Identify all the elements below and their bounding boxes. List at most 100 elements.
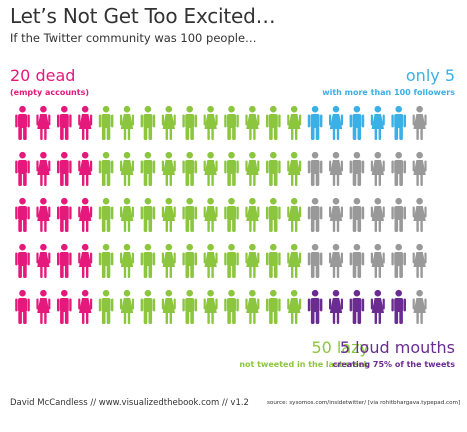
person-icon-lazy	[203, 151, 218, 186]
person-icon-dead	[15, 151, 30, 186]
source-text: source: sysomos.com/insidetwitter/ [via …	[267, 400, 461, 406]
person-icon-lazy	[182, 289, 197, 324]
person-icon-other	[391, 151, 406, 186]
person-icon-lazy	[287, 151, 302, 186]
person-icon-dead	[57, 151, 72, 186]
person-icon-dead	[15, 243, 30, 278]
person-icon-lazy	[287, 197, 302, 232]
person-icon-other	[412, 197, 427, 232]
person-icon-dead	[78, 289, 93, 324]
person-icon-loud	[349, 289, 365, 324]
person-icon-lazy	[224, 243, 239, 278]
person-icon-other	[329, 151, 343, 186]
chart-subtitle: If the Twitter community was 100 people…	[10, 31, 257, 45]
label-loud-sub: creating 75% of the tweets	[332, 360, 455, 369]
person-icon-lazy	[245, 243, 260, 278]
person-icon-lazy	[266, 289, 281, 324]
person-icon-followers	[370, 105, 385, 140]
person-icon-dead	[78, 105, 93, 140]
person-icon-lazy	[182, 243, 197, 278]
person-icon-other	[307, 151, 323, 186]
person-icon-lazy	[266, 151, 281, 186]
person-icon-dead	[78, 243, 93, 278]
person-icon-dead	[15, 105, 30, 140]
person-icon-other	[349, 243, 365, 278]
label-lazy: 50 lazy	[311, 338, 369, 357]
label-dead-sub: (empty accounts)	[10, 88, 89, 97]
person-icon-other	[329, 243, 343, 278]
person-icon-dead	[15, 289, 30, 324]
credit-text: David McCandless // www.visualizedtheboo…	[10, 398, 249, 408]
person-icon-dead	[36, 105, 51, 140]
person-icon-lazy	[98, 289, 114, 324]
person-icon-lazy	[140, 105, 156, 140]
person-icon-dead	[57, 105, 72, 140]
person-icon-lazy	[245, 289, 260, 324]
person-icon-dead	[36, 289, 51, 324]
person-icon-dead	[57, 197, 72, 232]
person-icon-lazy	[203, 289, 218, 324]
person-icon-other	[349, 151, 365, 186]
person-icon-other	[349, 197, 365, 232]
label-dead: 20 dead	[10, 66, 76, 85]
person-icon-lazy	[266, 243, 281, 278]
person-icon-dead	[15, 197, 30, 232]
label-followers: only 5	[405, 66, 455, 85]
person-icon-lazy	[203, 105, 218, 140]
person-icon-lazy	[266, 197, 281, 232]
person-icon-followers	[349, 105, 365, 140]
person-icon-other	[370, 243, 385, 278]
person-icon-other	[370, 197, 385, 232]
person-icon-lazy	[203, 243, 218, 278]
person-icon-lazy	[245, 197, 260, 232]
person-icon-lazy	[224, 105, 239, 140]
chart-title: Let’s Not Get Too Excited…	[10, 4, 276, 28]
person-icon-lazy	[287, 105, 302, 140]
label-followers-sub: with more than 100 followers	[322, 88, 455, 97]
person-icon-loud	[391, 289, 406, 324]
person-icon-dead	[36, 243, 51, 278]
person-icon-lazy	[224, 289, 239, 324]
person-icon-lazy	[266, 105, 281, 140]
person-icon-lazy	[245, 151, 260, 186]
label-loud: 5 loud mouths	[339, 338, 455, 357]
person-icon-dead	[36, 151, 51, 186]
person-icon-lazy	[161, 243, 176, 278]
person-icon-lazy	[203, 197, 218, 232]
person-icon-lazy	[98, 197, 114, 232]
person-icon-other	[412, 289, 427, 324]
person-icon-lazy	[140, 151, 156, 186]
label-lazy-sub: not tweeted in the last week	[239, 360, 369, 369]
person-icon-lazy	[98, 105, 114, 140]
person-icon-lazy	[161, 289, 176, 324]
person-icon-other	[391, 197, 406, 232]
person-icon-lazy	[224, 151, 239, 186]
person-icon-dead	[57, 243, 72, 278]
person-icon-lazy	[182, 151, 197, 186]
person-icon-lazy	[120, 289, 134, 324]
person-icon-other	[391, 243, 406, 278]
person-icon-lazy	[98, 151, 114, 186]
person-icon-lazy	[140, 197, 156, 232]
person-icon-lazy	[98, 243, 114, 278]
person-icon-loud	[329, 289, 343, 324]
person-icon-lazy	[120, 197, 134, 232]
person-icon-other	[307, 243, 323, 278]
person-icon-loud	[370, 289, 385, 324]
person-icon-lazy	[182, 105, 197, 140]
person-icon-loud	[307, 289, 323, 324]
person-icon-followers	[329, 105, 343, 140]
person-icon-lazy	[161, 151, 176, 186]
person-icon-other	[412, 105, 427, 140]
person-icon-other	[329, 197, 343, 232]
person-icon-dead	[78, 197, 93, 232]
person-icon-lazy	[120, 105, 134, 140]
person-icon-lazy	[245, 105, 260, 140]
person-icon-lazy	[140, 243, 156, 278]
person-icon-dead	[36, 197, 51, 232]
person-icon-lazy	[120, 243, 134, 278]
person-icon-lazy	[161, 197, 176, 232]
person-icon-other	[412, 243, 427, 278]
person-icon-lazy	[161, 105, 176, 140]
